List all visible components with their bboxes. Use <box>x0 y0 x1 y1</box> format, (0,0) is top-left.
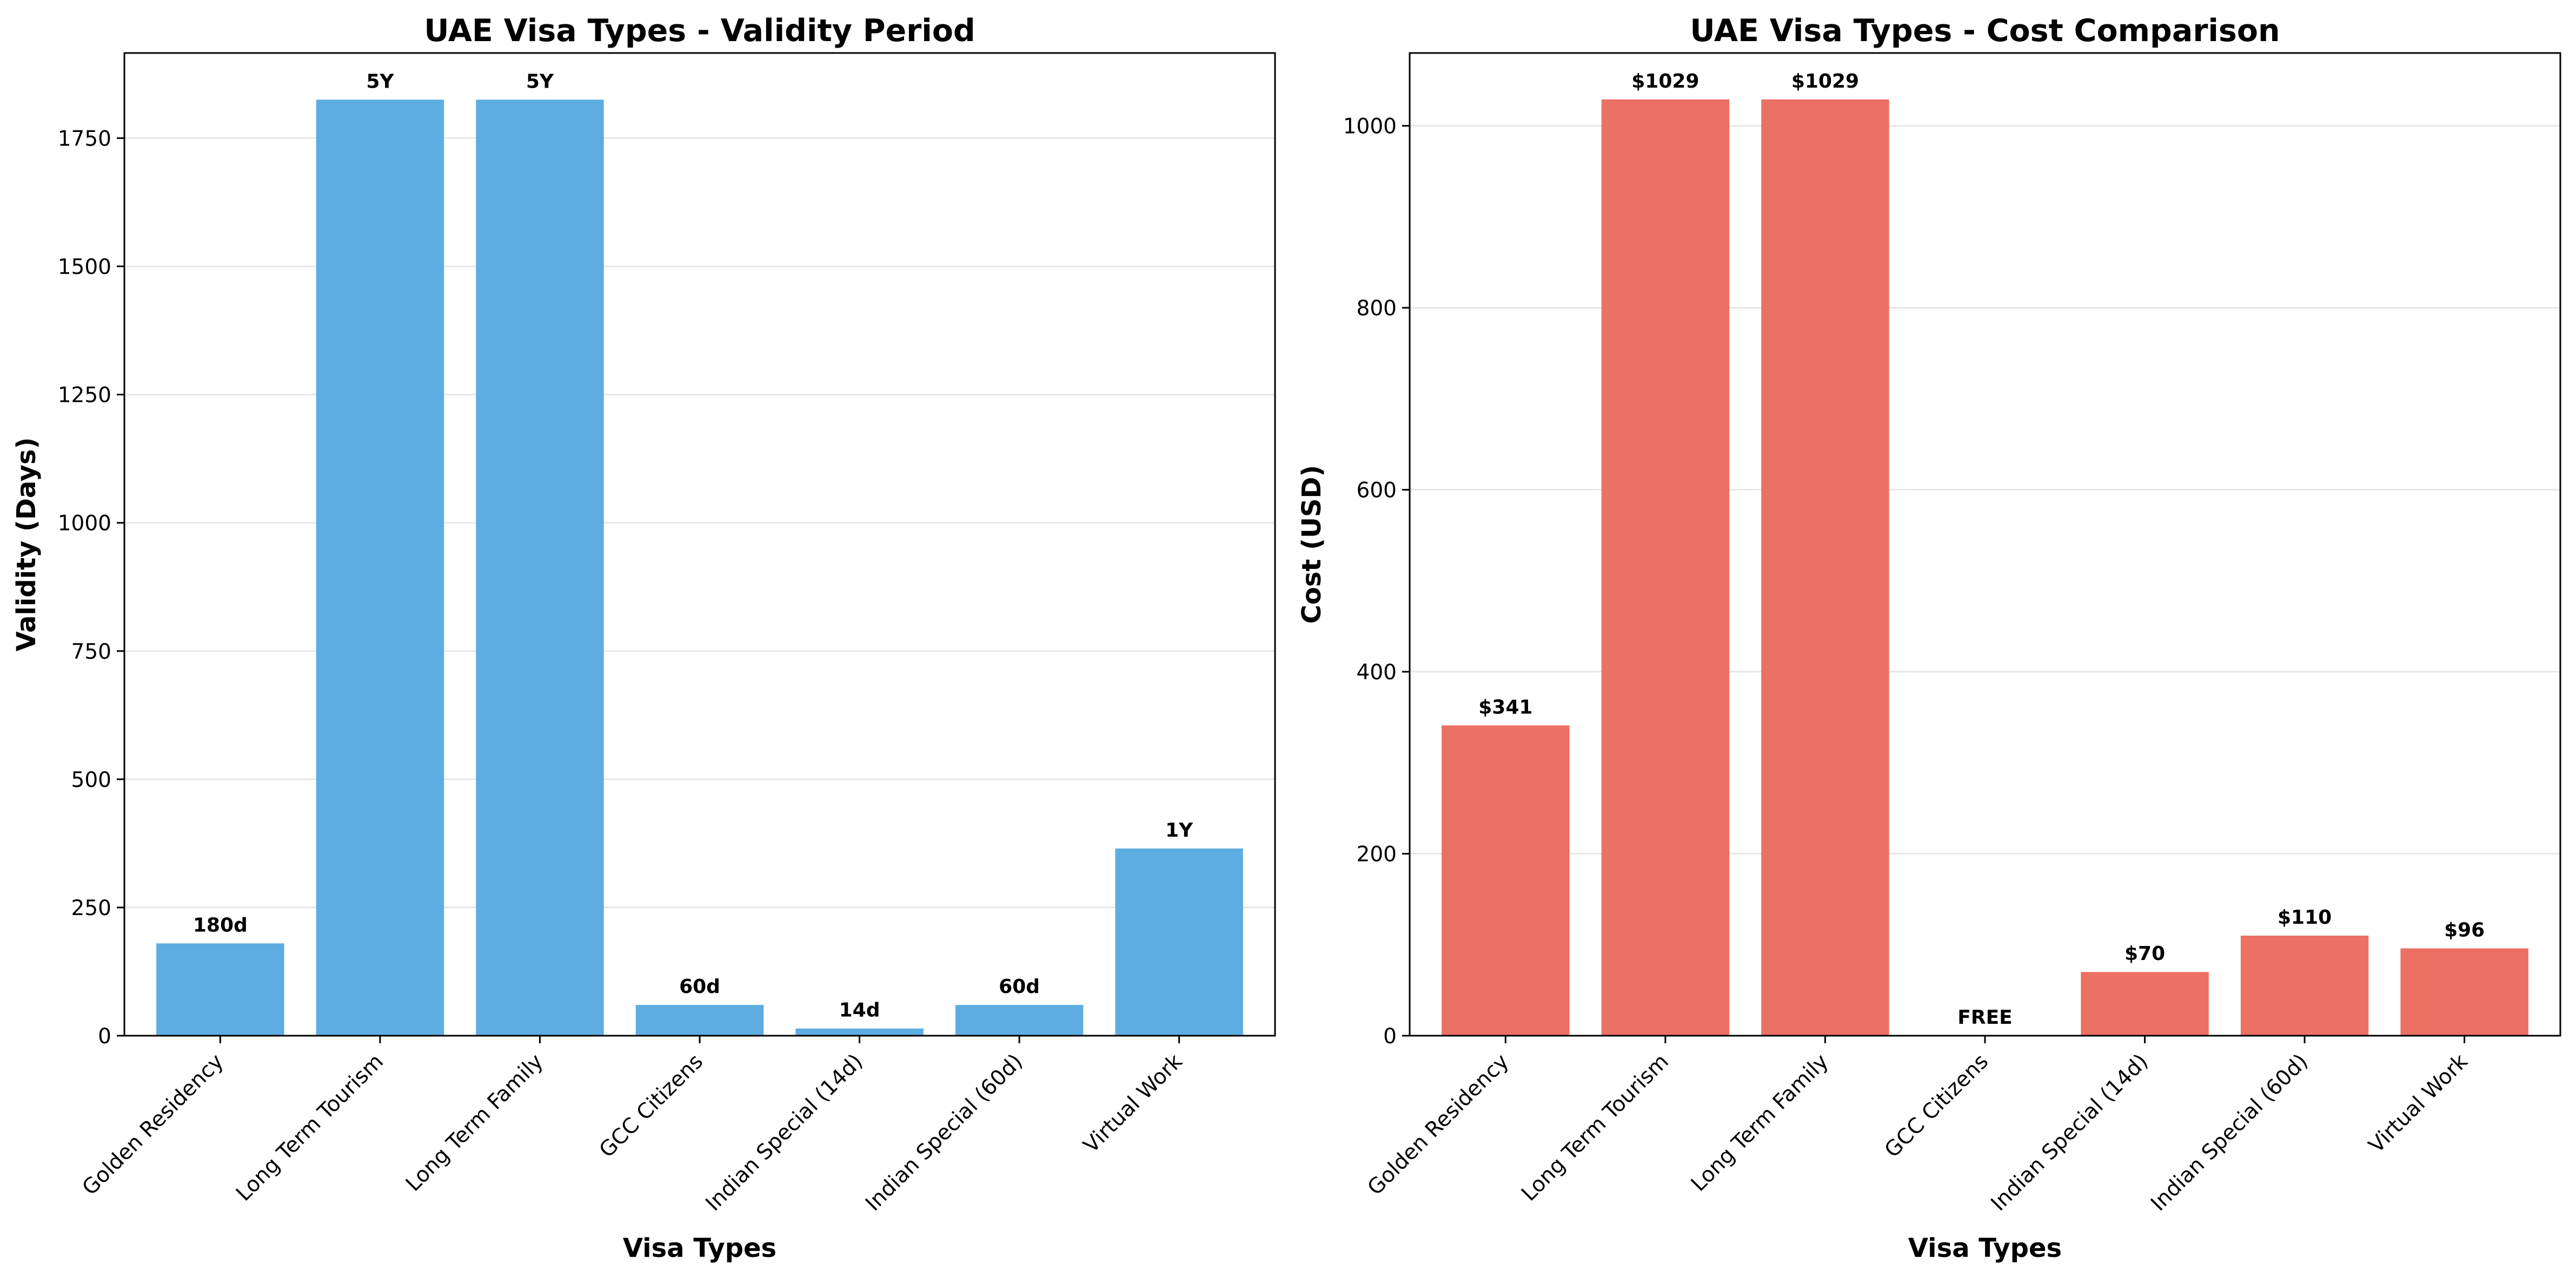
cost-ytick-label: 600 <box>1357 479 1397 503</box>
validity-plot-frame <box>123 52 1276 1037</box>
cost-data-label: $70 <box>2124 943 2165 965</box>
cost-data-label: $1029 <box>1791 70 1859 92</box>
validity-category-label: Golden Residency <box>78 1049 229 1200</box>
validity-bar <box>476 100 604 1036</box>
cost-data-label: $110 <box>2278 906 2332 929</box>
validity-ytick-label: 1750 <box>58 127 111 151</box>
validity-bar <box>955 1005 1084 1036</box>
cost-chart: 0 200 400 600 800 1000 $341 $1029 $1029 FREE $70 $1… <box>1297 13 2561 1263</box>
validity-ytick-label: 250 <box>71 896 111 921</box>
cost-x-axis-label: Visa Types <box>1908 1233 2062 1263</box>
validity-chart-title: UAE Visa Types - Validity Period <box>424 13 975 49</box>
cost-ytick-label: 800 <box>1357 296 1397 321</box>
validity-category-label: Indian Special (60d) <box>861 1049 1027 1216</box>
validity-ytick-label: 1250 <box>58 383 111 408</box>
cost-category-label: Long Term Family <box>1687 1049 1834 1196</box>
cost-bar <box>2400 948 2528 1036</box>
validity-ytick-label: 750 <box>71 640 111 664</box>
cost-chart-title: UAE Visa Types - Cost Comparison <box>1690 13 2280 49</box>
cost-y-axis-label: Cost (USD) <box>1297 465 1327 624</box>
cost-category-label: Golden Residency <box>1363 1049 1514 1200</box>
validity-category-label: Virtual Work <box>1079 1049 1187 1158</box>
validity-category-label: GCC Citizens <box>595 1049 708 1162</box>
validity-bar <box>316 100 444 1036</box>
validity-bar <box>795 1028 924 1036</box>
validity-ytick-label: 500 <box>71 768 111 792</box>
validity-data-label: 5Y <box>366 70 394 92</box>
validity-category-label: Indian Special (14d) <box>701 1049 868 1216</box>
validity-bar <box>1115 848 1243 1036</box>
validity-data-label: 180d <box>193 914 248 936</box>
validity-ytick-label: 1000 <box>58 512 111 536</box>
cost-category-label: Long Term Tourism <box>1517 1049 1674 1206</box>
validity-data-label: 5Y <box>526 70 554 92</box>
cost-data-label: $96 <box>2444 919 2485 941</box>
cost-ytick-label: 400 <box>1357 660 1397 685</box>
validity-data-label: 14d <box>839 999 880 1022</box>
validity-bar <box>635 1005 764 1036</box>
cost-ytick-label: 1000 <box>1343 115 1397 139</box>
validity-bar <box>156 943 284 1036</box>
cost-category-label: Virtual Work <box>2364 1049 2473 1158</box>
validity-category-label: Long Term Family <box>401 1049 548 1196</box>
cost-category-label: Indian Special (60d) <box>2146 1049 2313 1216</box>
validity-chart: 0 250 500 750 1000 1250 1500 1750 180d 5Y 5Y 60d 14d… <box>11 13 1276 1263</box>
cost-category-label: Indian Special (14d) <box>1987 1049 2153 1216</box>
cost-plot-frame <box>1409 52 2561 1037</box>
validity-data-label: 1Y <box>1165 819 1193 842</box>
cost-ytick-label: 0 <box>1383 1024 1397 1049</box>
cost-bar <box>2081 972 2209 1036</box>
cost-category-label: GCC Citizens <box>1880 1049 1993 1162</box>
validity-data-label: 60d <box>679 976 720 998</box>
validity-data-label: 60d <box>999 976 1040 998</box>
cost-bar <box>1601 99 1730 1036</box>
cost-data-label: $1029 <box>1631 70 1699 92</box>
cost-data-label: $341 <box>1478 696 1532 718</box>
cost-bar <box>1761 99 1889 1036</box>
validity-ytick-label: 0 <box>98 1024 111 1049</box>
cost-ytick-label: 200 <box>1357 843 1397 867</box>
validity-category-label: Long Term Tourism <box>231 1049 388 1206</box>
cost-bar <box>2240 935 2369 1036</box>
cost-bar <box>1442 725 1570 1036</box>
validity-x-axis-label: Visa Types <box>623 1233 776 1263</box>
validity-ytick-label: 1500 <box>58 255 111 280</box>
cost-data-label: FREE <box>1957 1006 2013 1029</box>
validity-y-axis-label: Validity (Days) <box>11 437 42 651</box>
